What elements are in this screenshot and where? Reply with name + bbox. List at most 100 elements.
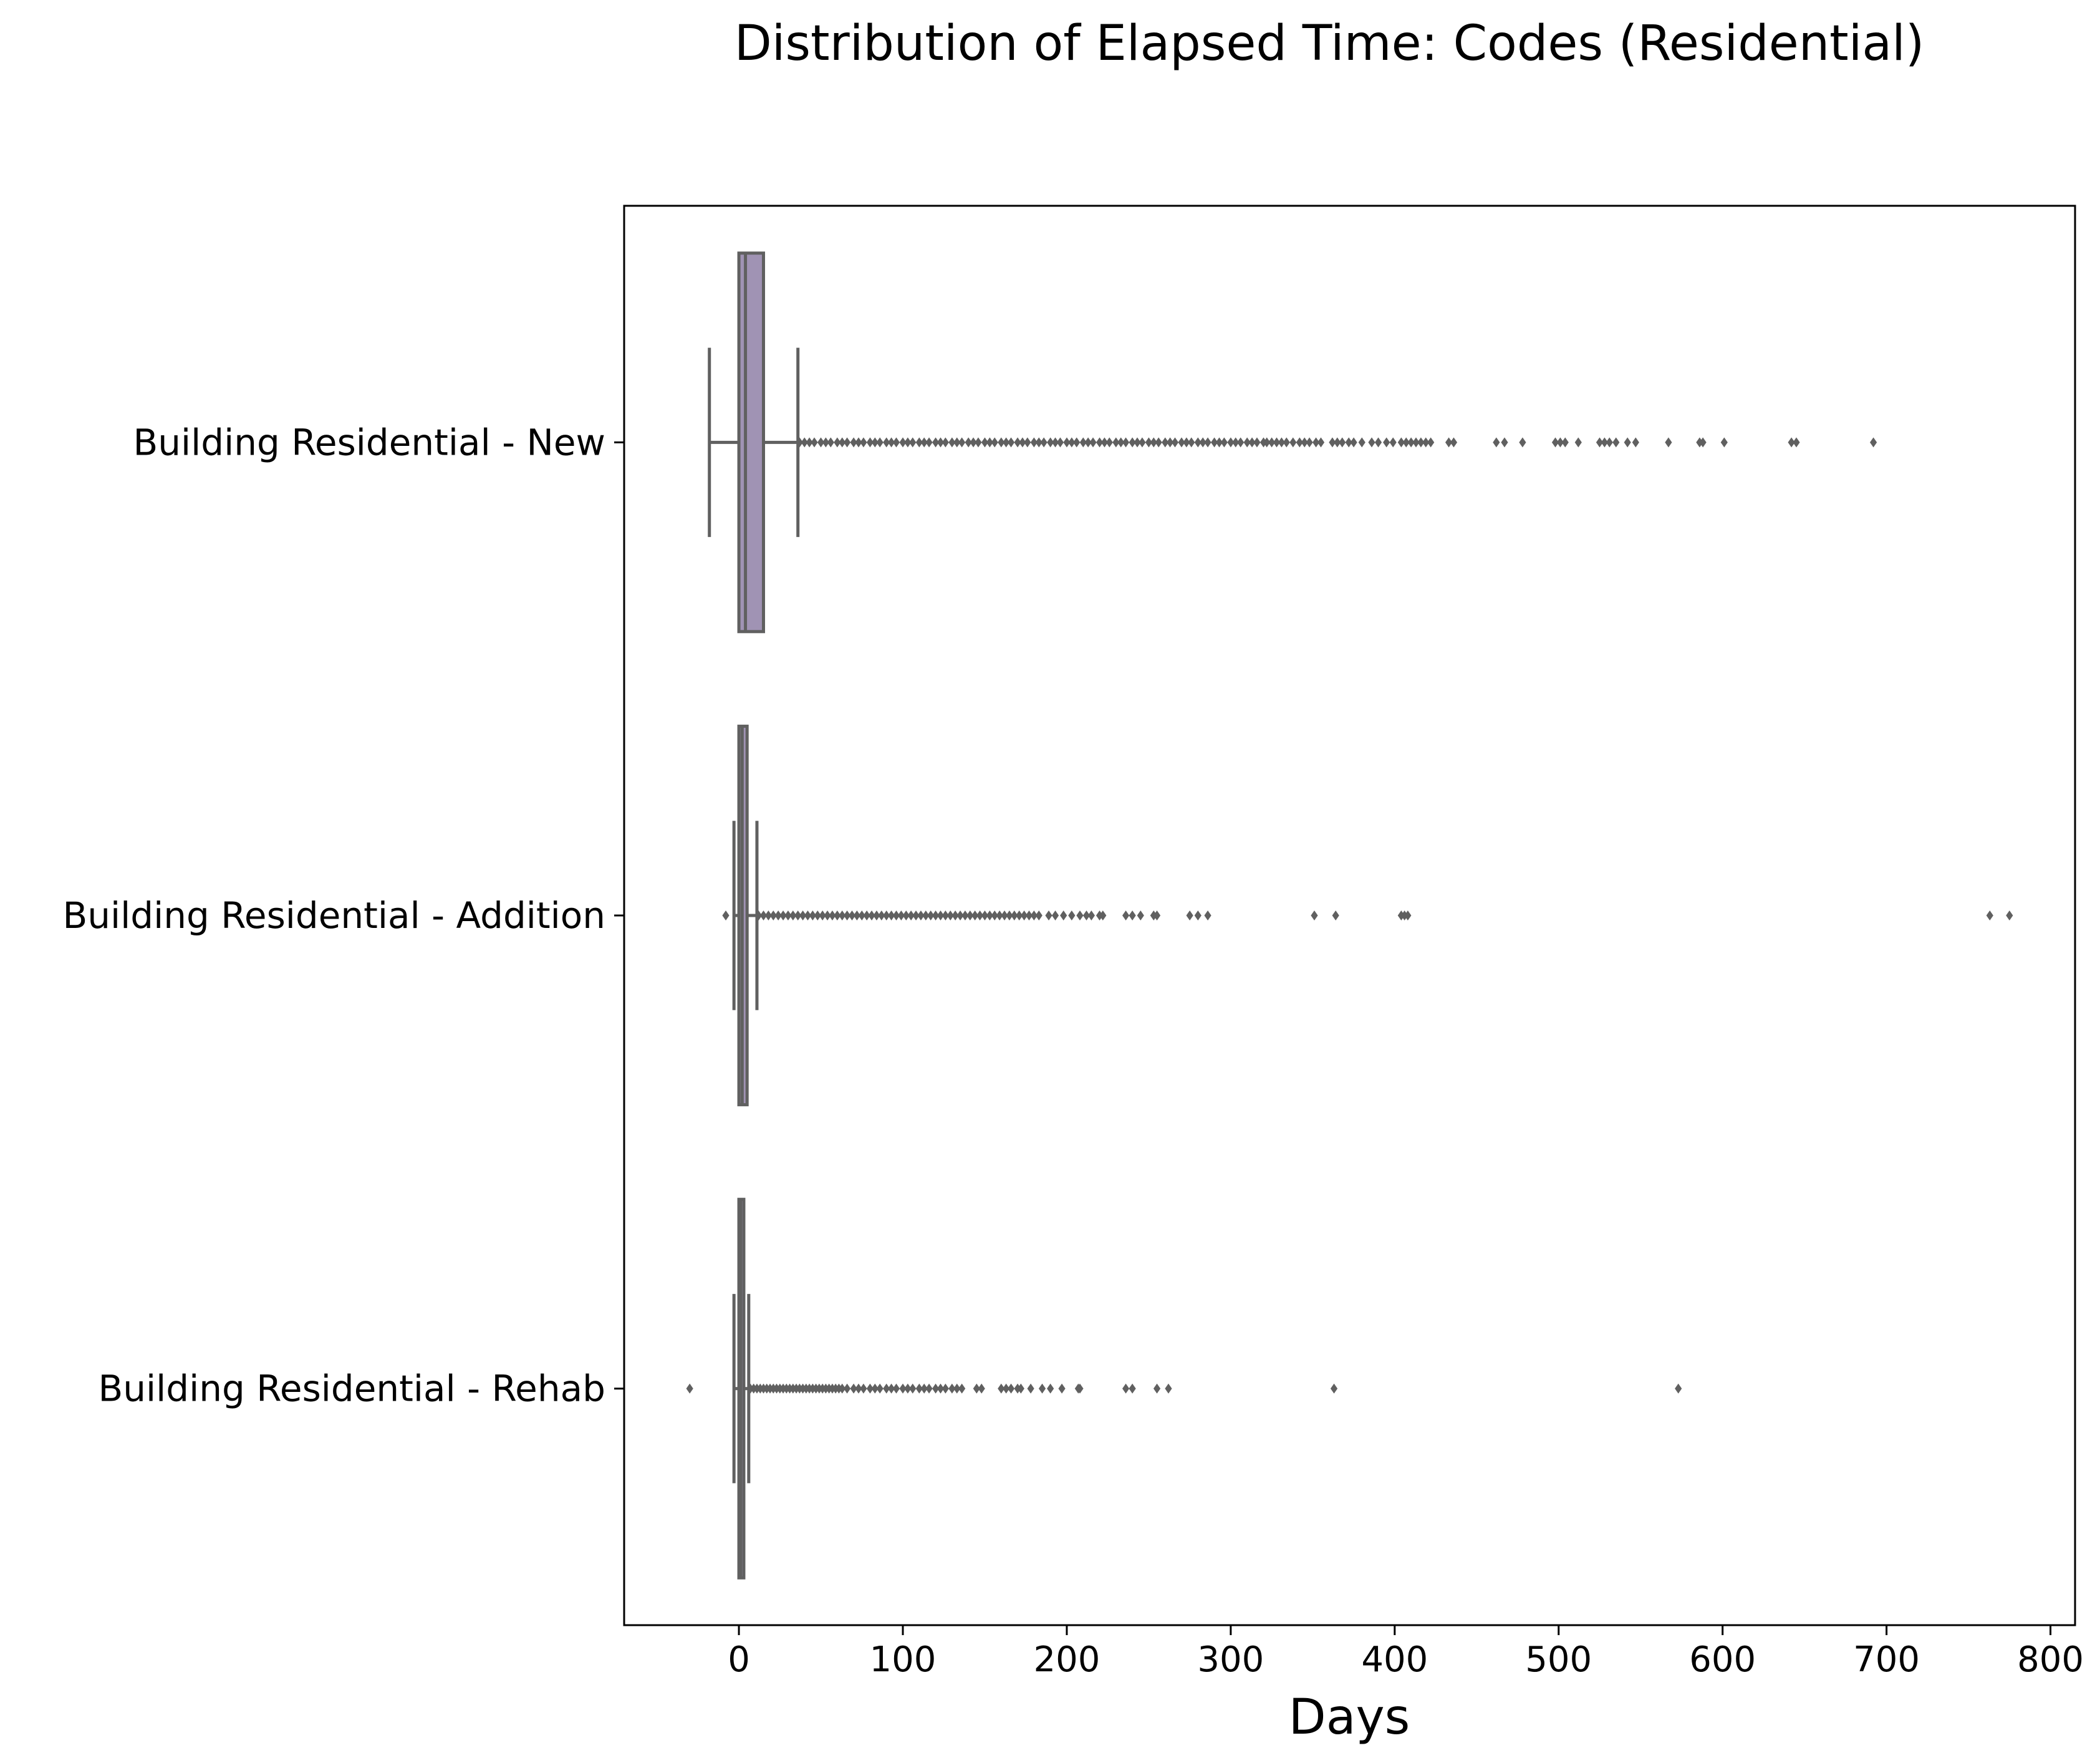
outlier-point [975,437,982,448]
outlier-point [784,910,792,920]
outlier-point [1402,437,1410,448]
outlier-point [839,1383,846,1394]
outlier-point [829,910,836,920]
outlier-point [1073,437,1081,448]
outlier-point [863,910,870,920]
outlier-point [1368,437,1375,448]
outlier-point [970,437,977,448]
outlier-point [883,437,890,448]
outlier-point [1289,437,1297,448]
outlier-point [942,910,949,920]
outlier-point [976,910,984,920]
iqr-box [737,251,765,634]
outlier-point [909,437,917,448]
outlier-point [1612,437,1620,448]
outlier-point [1153,910,1161,920]
outlier-point [1237,437,1245,448]
outlier-point [978,1383,985,1394]
outlier-point [1788,437,1795,448]
outlier-point [998,1383,1005,1394]
outlier-point [878,910,885,920]
outlier-point [1596,437,1604,448]
outlier-point [1139,437,1146,448]
outlier-point [1047,1383,1054,1394]
outlier-point [1096,437,1104,448]
outlier-point [965,437,972,448]
outlier-point [1358,437,1365,448]
outlier-point [1312,437,1320,448]
outlier-point [1016,910,1023,920]
outlier-point [1519,437,1526,448]
outlier-point [887,1383,895,1394]
outlier-point [1006,910,1013,920]
outlier-point [1350,437,1357,448]
outlier-point [942,437,949,448]
outlier-point [1087,910,1095,920]
outlier-point [855,1383,862,1394]
outlier-point [855,437,862,448]
x-tick-label: 300 [1197,1640,1264,1680]
outlier-point [843,1383,851,1394]
outlier-point [722,910,730,920]
outlier-point [1007,437,1015,448]
outlier-point [932,910,940,920]
outlier-point [834,437,841,448]
x-tick-label: 400 [1361,1640,1428,1680]
x-axis-label: Days [1289,1689,1410,1746]
outlier-point [1501,437,1508,448]
outlier-point [1278,437,1285,448]
outlier-point [1243,437,1251,448]
outlier-point [904,437,912,448]
outlier-point [1665,437,1672,448]
outlier-point [973,1383,980,1394]
outlier-point [876,437,884,448]
outlier-point [1129,910,1136,920]
outlier-point [873,910,880,920]
outlier-point [799,910,807,920]
outlier-point [860,1383,867,1394]
outlier-point [1137,910,1144,920]
outlier-point [850,1383,857,1394]
outlier-point [1427,437,1435,448]
outlier-point [871,437,879,448]
outlier-point [1199,437,1207,448]
outlier-point [1035,910,1043,920]
outlier-point [1422,437,1430,448]
outlier-point [1040,437,1048,448]
outlier-point [1601,437,1608,448]
outlier-point [904,1383,912,1394]
outlier-point [822,437,830,448]
outlier-point [1194,910,1202,920]
outlier-point [755,910,763,920]
outlier-point [824,910,831,920]
outlier-point [1204,437,1211,448]
outlier-point [794,910,802,920]
outlier-point [868,910,875,920]
outlier-point [932,437,940,448]
outlier-point [1112,437,1120,448]
outlier-point [1374,437,1382,448]
outlier-point [1003,1383,1010,1394]
outlier-point [899,437,907,448]
outlier-point [866,437,874,448]
outlier-point [1129,1383,1136,1394]
outlier-point [1220,437,1228,448]
outlier-point [1551,437,1559,448]
outlier-point [686,1383,693,1394]
x-tick-label: 0 [728,1640,750,1680]
outlier-point [1986,910,1993,920]
outlier-point [1330,1383,1338,1394]
outlier-point [853,910,860,920]
outlier-point [1171,437,1179,448]
outlier-point [1003,437,1010,448]
outlier-point [1445,437,1453,448]
outlier-point [1027,1383,1034,1394]
outlier-point [1024,437,1031,448]
outlier-point [892,1383,900,1394]
y-category-label: Building Residential - Addition [62,894,605,937]
outlier-point [907,910,915,920]
outlier-point [806,437,813,448]
outlier-point [811,437,818,448]
outlier-point [804,910,812,920]
outlier-point [1011,910,1018,920]
